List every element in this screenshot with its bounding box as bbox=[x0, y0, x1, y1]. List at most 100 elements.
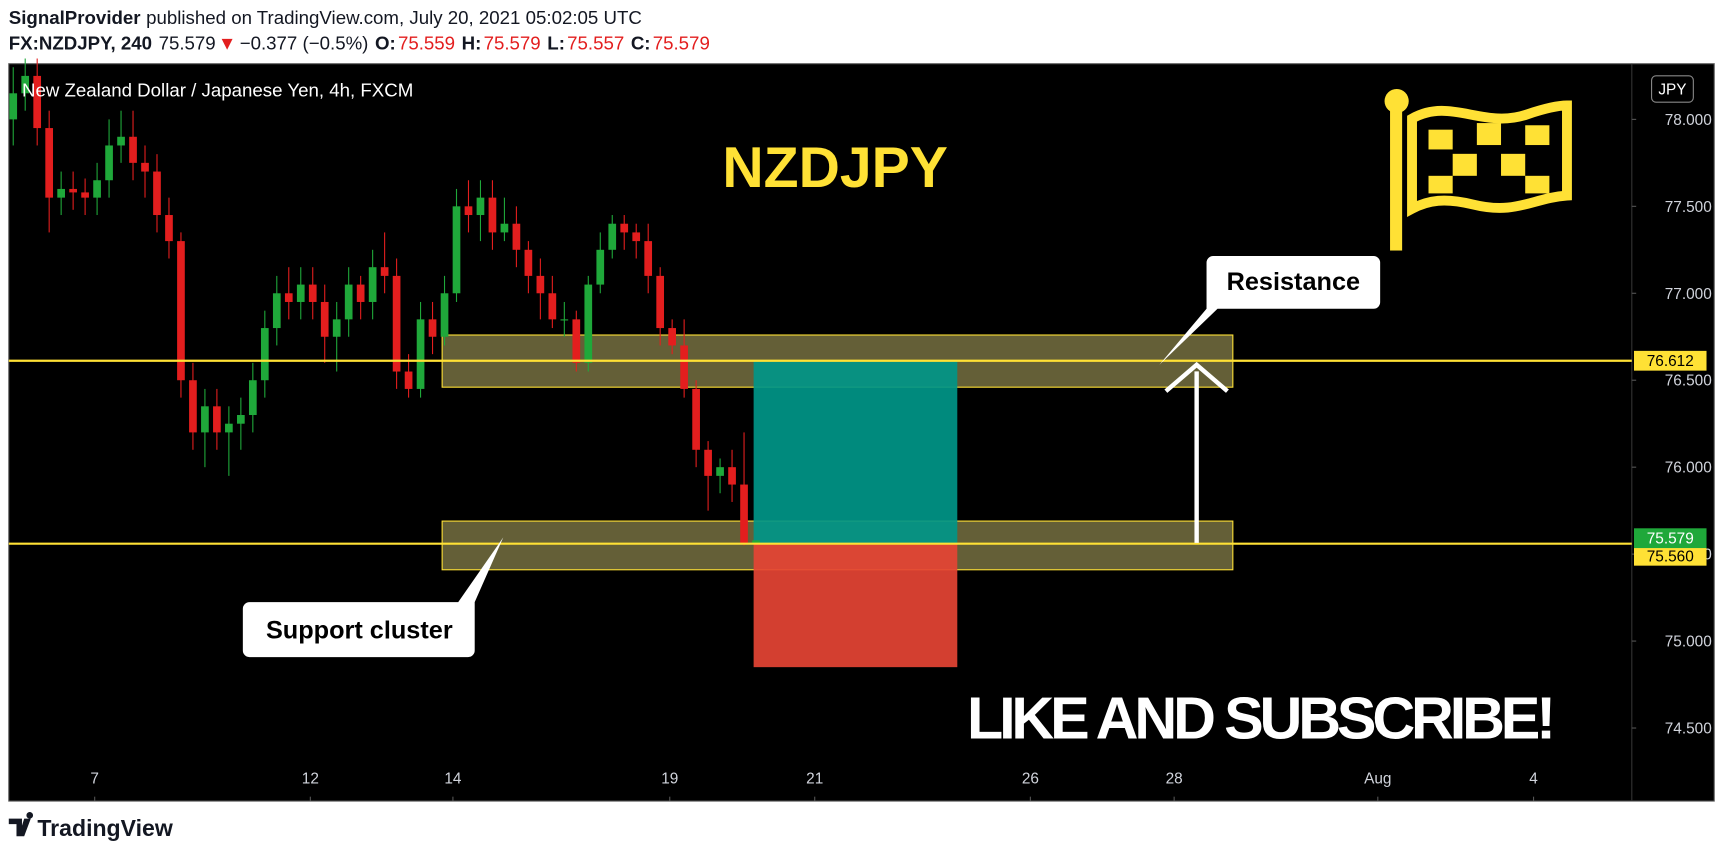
candle-body bbox=[213, 406, 221, 433]
support-callout bbox=[242, 537, 504, 658]
flag-ball bbox=[1384, 89, 1409, 114]
level-tag bbox=[1633, 350, 1707, 371]
flag-check bbox=[1476, 123, 1502, 146]
ohlc-label: C: bbox=[631, 32, 651, 53]
cta: LIKE AND SUBSCRIBE! bbox=[967, 684, 1556, 751]
candle-body bbox=[33, 75, 42, 129]
candle-body bbox=[500, 223, 509, 233]
candle-body bbox=[105, 145, 113, 181]
arrow: ▼ bbox=[218, 32, 236, 53]
candle-body bbox=[704, 449, 712, 476]
flag-check bbox=[1525, 175, 1550, 194]
ohlc-value: 75.579 bbox=[653, 32, 710, 53]
currency-box bbox=[1651, 75, 1694, 103]
author: SignalProvider bbox=[9, 7, 141, 28]
arrow-head bbox=[1164, 361, 1229, 393]
candle-body bbox=[692, 388, 700, 450]
resistance-label: Resistance bbox=[1227, 268, 1360, 296]
candle-body bbox=[656, 275, 665, 329]
last-price-tag bbox=[1633, 528, 1707, 549]
last-price-label: 75.579 bbox=[1647, 531, 1694, 548]
target-zone bbox=[753, 360, 958, 544]
y-tick-label: 75.000 bbox=[1665, 634, 1712, 651]
symbol-annotation: NZDJPY bbox=[722, 136, 947, 200]
candle-body bbox=[608, 223, 617, 250]
candle-body bbox=[69, 188, 77, 193]
candle-body bbox=[476, 197, 485, 216]
ohlc-label: O: bbox=[375, 32, 396, 53]
chart-title: New Zealand Dollar / Japanese Yen, 4h, F… bbox=[22, 80, 413, 101]
candle-body bbox=[248, 380, 257, 416]
candle-body bbox=[572, 319, 581, 363]
candle-body bbox=[488, 197, 497, 233]
ohlc-value: 75.557 bbox=[567, 32, 624, 53]
candle-body bbox=[93, 180, 101, 198]
candle-body bbox=[512, 223, 521, 250]
flag-check bbox=[1428, 129, 1453, 150]
candle-body bbox=[728, 467, 736, 485]
candle-body bbox=[404, 371, 413, 389]
candle-body bbox=[392, 275, 401, 372]
flag-cloth bbox=[1407, 100, 1572, 218]
x-tick-label: 28 bbox=[1166, 770, 1183, 787]
candle-body bbox=[21, 75, 30, 94]
candle-body bbox=[177, 241, 185, 381]
candle-body bbox=[45, 128, 54, 198]
candle-body bbox=[668, 328, 676, 346]
candle-body bbox=[284, 293, 293, 302]
candle-body bbox=[237, 415, 245, 424]
published: published on TradingView.com, July 20, 2… bbox=[146, 7, 642, 28]
candle-body bbox=[260, 328, 269, 381]
candle-body bbox=[716, 467, 724, 476]
y-tick-label: 78.000 bbox=[1665, 112, 1712, 129]
candle-body bbox=[201, 406, 209, 433]
candle-body bbox=[225, 423, 233, 433]
candle-body bbox=[272, 293, 281, 329]
x-tick-label: 19 bbox=[661, 770, 678, 787]
candle-body bbox=[680, 345, 688, 389]
candle-body bbox=[308, 284, 317, 302]
candle-body bbox=[620, 223, 629, 233]
candle-body bbox=[380, 267, 389, 276]
candle-body bbox=[320, 301, 329, 337]
candle-body bbox=[165, 215, 173, 242]
stop-zone bbox=[753, 543, 958, 668]
candle-body bbox=[752, 540, 760, 544]
y-tick-label: 74.500 bbox=[1665, 721, 1712, 738]
candle-body bbox=[536, 275, 545, 294]
flag-pole bbox=[1390, 105, 1403, 251]
candle-body bbox=[332, 319, 341, 337]
footer-brand: TradingView bbox=[37, 815, 172, 841]
candle-body bbox=[548, 293, 557, 320]
candle-body bbox=[560, 319, 569, 321]
ohlc-label: L: bbox=[547, 32, 565, 53]
x-tick-label: 4 bbox=[1529, 770, 1538, 787]
y-tick-label: 76.000 bbox=[1665, 460, 1712, 477]
candle-body bbox=[632, 232, 641, 242]
currency: JPY bbox=[1658, 82, 1686, 99]
ohlc-label: H: bbox=[462, 32, 482, 53]
plot: 74.50075.00075.50076.00076.50077.00077.5… bbox=[8, 58, 1712, 802]
publish-line: SignalProvider published on TradingView.c… bbox=[9, 7, 642, 28]
candle-body bbox=[368, 267, 377, 302]
candle-body bbox=[296, 284, 305, 302]
resistance-callout bbox=[1159, 256, 1381, 365]
candle-body bbox=[524, 249, 533, 276]
y-tick-label: 77.500 bbox=[1665, 199, 1712, 216]
y-tick-label: 76.500 bbox=[1665, 373, 1712, 390]
candle-body bbox=[153, 171, 161, 216]
x-tick-label: 14 bbox=[444, 770, 462, 787]
support-label: Support cluster bbox=[266, 616, 453, 644]
last: 75.579 bbox=[159, 32, 216, 53]
flag-check bbox=[1525, 125, 1550, 146]
x-tick-label: Aug bbox=[1364, 770, 1391, 787]
candle-body bbox=[57, 188, 65, 198]
x-tick-label: 26 bbox=[1022, 770, 1039, 787]
symbol-line: FX:NZDJPY, 240 75.579 ▼ −0.377 (−0.5%) O: 75.… bbox=[9, 32, 710, 53]
candle-body bbox=[464, 206, 473, 216]
candle-body bbox=[141, 162, 149, 172]
ohlc-value: 75.579 bbox=[484, 32, 541, 53]
symbol: FX:NZDJPY, 240 bbox=[9, 32, 152, 53]
level-tag bbox=[1633, 545, 1707, 566]
